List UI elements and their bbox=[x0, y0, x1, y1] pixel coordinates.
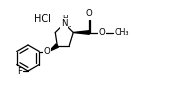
Text: HCl: HCl bbox=[34, 14, 50, 24]
Polygon shape bbox=[73, 31, 89, 34]
Text: O: O bbox=[99, 28, 106, 37]
Text: CH₃: CH₃ bbox=[114, 28, 129, 37]
Text: O: O bbox=[44, 47, 51, 56]
Text: ··: ·· bbox=[67, 24, 71, 30]
Text: F: F bbox=[17, 67, 22, 76]
Polygon shape bbox=[49, 44, 58, 52]
Text: H: H bbox=[63, 14, 68, 20]
Text: O: O bbox=[86, 8, 93, 17]
Text: N: N bbox=[61, 19, 68, 28]
